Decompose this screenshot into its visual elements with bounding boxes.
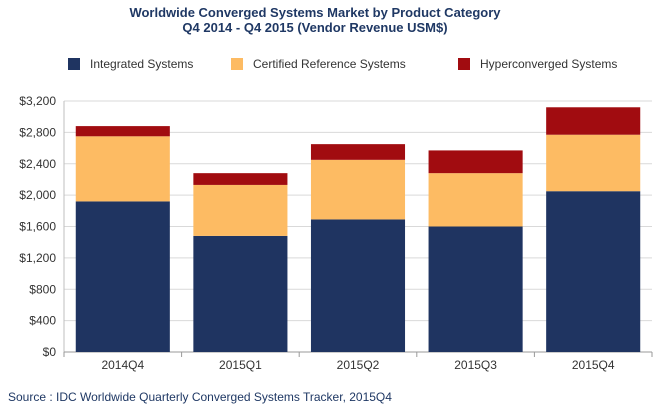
bar-segment-2015Q2-0 [310, 219, 406, 352]
bar-segment-2015Q3-2 [428, 150, 523, 174]
legend-swatch-hyperconverged [458, 58, 470, 70]
bar-segment-2015Q2-1 [310, 159, 406, 220]
chart-subtitle: Q4 2014 - Q4 2015 (Vendor Revenue USM$) [182, 20, 448, 35]
y-tick-label: $2,000 [19, 188, 56, 202]
y-tick-label: $3,200 [19, 94, 56, 108]
y-tick-label: $2,400 [19, 157, 56, 171]
x-tick-label: 2015Q3 [454, 358, 497, 372]
y-tick-label: $1,200 [19, 251, 56, 265]
bar-segment-2015Q1-1 [193, 184, 288, 236]
bar-segment-2015Q3-1 [428, 173, 523, 227]
chart-legend: Integrated Systems Certified Reference S… [0, 57, 660, 75]
y-tick-label: $0 [43, 345, 57, 359]
bar-segment-2015Q4-1 [546, 134, 641, 192]
y-tick-label: $1,600 [19, 220, 56, 234]
x-tick-label: 2015Q1 [219, 358, 262, 372]
legend-item-hyperconverged: Hyperconverged Systems [458, 57, 617, 71]
bar-segment-2015Q1-2 [193, 173, 288, 185]
bar-segment-2015Q4-2 [546, 107, 641, 135]
legend-item-integrated: Integrated Systems [68, 57, 193, 71]
bar-segment-2015Q3-0 [428, 226, 523, 352]
x-tick-label: 2015Q4 [572, 358, 615, 372]
legend-label-hyperconverged: Hyperconverged Systems [480, 57, 618, 71]
y-tick-label: $2,800 [19, 125, 56, 139]
x-tick-label: 2014Q4 [101, 358, 144, 372]
bar-segment-2014Q4-2 [75, 126, 170, 137]
x-tick-label: 2015Q2 [337, 358, 380, 372]
bar-segment-2014Q4-0 [75, 201, 170, 352]
y-tick-label: $800 [29, 282, 56, 296]
legend-label-certified: Certified Reference Systems [253, 57, 406, 71]
chart-title-block: Worldwide Converged Systems Market by Pr… [0, 5, 630, 35]
legend-item-certified: Certified Reference Systems [231, 57, 406, 71]
bar-segment-2015Q4-0 [546, 191, 641, 352]
source-note: Source : IDC Worldwide Quarterly Converg… [8, 390, 392, 404]
legend-label-integrated: Integrated Systems [90, 57, 194, 71]
y-tick-label: $400 [29, 314, 56, 328]
bar-segment-2014Q4-1 [75, 136, 170, 202]
chart-title: Worldwide Converged Systems Market by Pr… [129, 5, 501, 20]
legend-swatch-certified [231, 58, 243, 70]
legend-swatch-integrated [68, 58, 80, 70]
bar-segment-2015Q1-0 [193, 235, 288, 352]
bar-segment-2015Q2-2 [310, 144, 406, 160]
